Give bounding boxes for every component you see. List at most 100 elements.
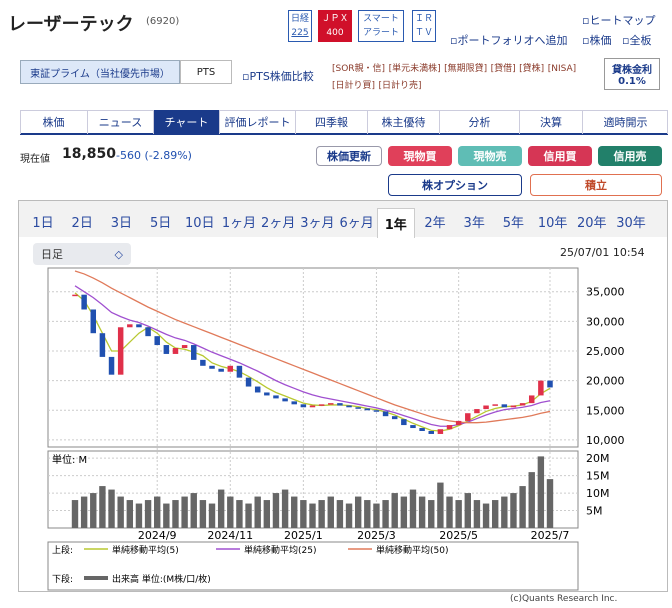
volume-bar	[519, 486, 526, 528]
legend-entry: 単純移動平均(25)	[244, 544, 316, 556]
stock-name: レーザーテック	[8, 14, 134, 35]
tab[interactable]: 株主優待	[368, 110, 440, 134]
volume-bar	[455, 500, 462, 528]
candle	[145, 327, 151, 337]
link[interactable]: ▫株価	[582, 34, 612, 47]
candle	[538, 380, 544, 396]
volume-bar	[409, 489, 417, 528]
candle	[200, 359, 206, 366]
link-text: 全板	[629, 34, 652, 47]
period-tab[interactable]: 1ヶ月	[221, 215, 257, 231]
badge[interactable]: ＩＲ ＴＶ	[412, 10, 436, 42]
lending-box: 貸株金利 0.1%	[604, 58, 660, 90]
candle	[136, 324, 142, 328]
volume-bar	[537, 456, 545, 528]
candle	[300, 404, 307, 408]
volume-bar	[163, 503, 170, 528]
volume-bar	[437, 482, 444, 528]
tab-active[interactable]: チャート	[154, 110, 220, 134]
candle	[273, 395, 279, 399]
period-tab[interactable]: 3年	[463, 215, 485, 231]
market-tab[interactable]: 東証プライム（当社優先市場）	[20, 60, 180, 84]
period-tab[interactable]: 5日	[149, 215, 172, 231]
button[interactable]: 株価更新	[316, 146, 382, 166]
tab[interactable]: 評価レポート	[220, 110, 296, 134]
volume-bar	[254, 496, 261, 528]
button[interactable]: 積立	[530, 174, 662, 196]
candle	[547, 380, 553, 388]
tag: [日計り売]	[378, 81, 422, 91]
candle	[99, 333, 106, 357]
tag: [無期限貸]	[444, 64, 488, 74]
link-text: ヒートマップ	[589, 14, 656, 27]
period-tab[interactable]: 2日	[71, 215, 93, 231]
candle	[355, 407, 361, 409]
button[interactable]: 信用売	[598, 146, 662, 166]
link[interactable]: ▫ポートフォリオへ追加	[450, 34, 568, 47]
quote-price: 18,850	[62, 146, 117, 162]
period-tab[interactable]: 5年	[502, 215, 525, 231]
candle	[455, 420, 462, 426]
volume-bar	[364, 500, 371, 528]
tab[interactable]: 適時開示	[603, 116, 648, 129]
market-tab[interactable]: PTS	[180, 60, 232, 84]
link[interactable]: ▫PTS株価比較	[242, 70, 314, 83]
lending-label: 貸株金利	[612, 65, 652, 76]
period-tab[interactable]: 1年	[376, 208, 415, 238]
tab[interactable]: 四季報	[296, 110, 368, 134]
period-tab[interactable]: 1日	[32, 215, 54, 231]
period-tab[interactable]: 10年	[537, 215, 568, 231]
tab[interactable]: 株価	[20, 110, 88, 134]
tab[interactable]: ニュース	[88, 110, 154, 134]
candle	[181, 345, 188, 349]
candle	[382, 411, 389, 417]
tab[interactable]: 決算	[520, 110, 583, 134]
timestamp: 25/07/01 10:54	[560, 246, 645, 259]
button[interactable]: 信用買	[528, 146, 592, 166]
period-tab[interactable]: 30年	[616, 215, 646, 231]
change-pct: (-2.89%)	[144, 149, 192, 162]
stock-code: (6920)	[146, 16, 180, 27]
candle	[254, 386, 261, 393]
link-text: ポートフォリオへ追加	[457, 34, 568, 47]
period-tab[interactable]: 2年	[424, 215, 446, 231]
volume-bar	[135, 503, 143, 528]
link[interactable]: ▫ヒートマップ	[582, 14, 656, 27]
link[interactable]: ▫全板	[622, 34, 652, 47]
volume-bar	[263, 500, 271, 528]
period-tab[interactable]: 20年	[577, 215, 607, 231]
volume-bar	[400, 496, 408, 528]
y-tick-label: 25,000	[586, 345, 625, 358]
button[interactable]: 現物売	[458, 146, 522, 166]
period-tab[interactable]: 10日	[185, 215, 215, 231]
candle	[245, 377, 252, 387]
footer: (c)Quants Research Inc.	[510, 594, 618, 604]
y-tick-label: 10,000	[586, 434, 625, 447]
badge-line: 400	[326, 28, 344, 38]
badge[interactable]: ＪＰＸ 400	[318, 10, 352, 42]
x-tick-label: 2025/7	[531, 529, 570, 542]
candle	[428, 430, 434, 434]
period-tab[interactable]: 3日	[110, 215, 133, 231]
tab[interactable]: 分析	[440, 110, 520, 134]
candle	[318, 404, 325, 406]
volume-bar	[108, 489, 115, 528]
x-tick-label: 2025/3	[357, 529, 396, 542]
period-tab[interactable]: 6ヶ月	[339, 215, 374, 231]
volume-bar	[501, 496, 508, 528]
period-tab[interactable]: 2ヶ月	[261, 215, 296, 231]
period-tab[interactable]: 3ヶ月	[300, 215, 335, 231]
badge[interactable]: スマート アラート	[358, 10, 404, 42]
candle	[117, 327, 124, 375]
candle	[519, 403, 526, 406]
legend-box	[47, 541, 579, 591]
volume-bar	[473, 500, 481, 528]
volume-bar	[90, 493, 97, 528]
interval-select[interactable]: 日足 ◇	[33, 243, 131, 265]
volume-bar	[291, 496, 298, 528]
candle	[90, 309, 97, 334]
button[interactable]: 現物買	[388, 146, 452, 166]
button[interactable]: 株オプション	[388, 174, 522, 196]
y-tick-label: 30,000	[586, 315, 625, 328]
badge[interactable]: 日経 225	[288, 10, 312, 42]
